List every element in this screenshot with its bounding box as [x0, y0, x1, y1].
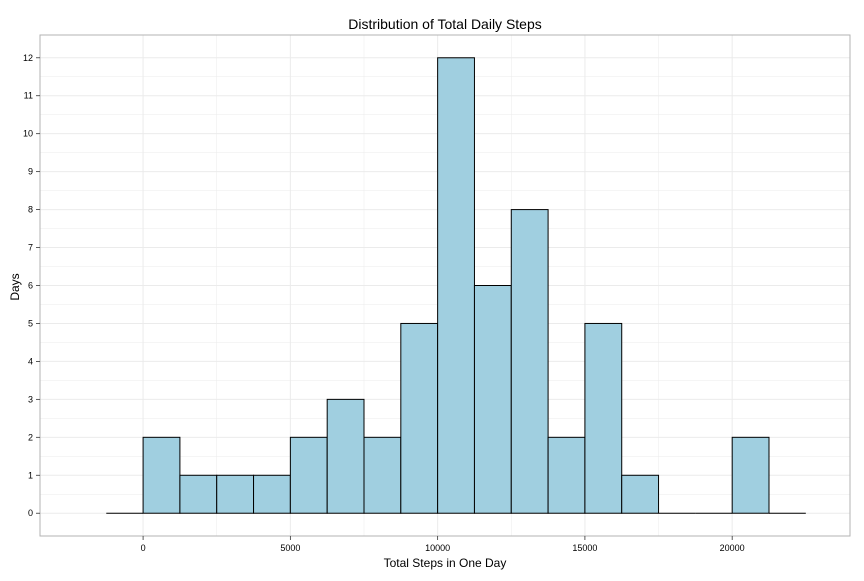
histogram-bar — [547, 436, 586, 514]
y-tick-label: 6 — [28, 281, 33, 291]
histogram-bar — [142, 436, 181, 514]
x-tick-label: 15000 — [572, 543, 597, 553]
x-tick-label: 10000 — [425, 543, 450, 553]
histogram-bar — [400, 322, 439, 514]
x-tick-label: 20000 — [720, 543, 745, 553]
x-tick-label: 5000 — [280, 543, 300, 553]
y-tick-label: 5 — [28, 318, 33, 328]
x-axis-title: Total Steps in One Day — [384, 556, 507, 570]
histogram-bar — [363, 436, 402, 514]
histogram-bar — [731, 436, 770, 514]
histogram-bar — [621, 474, 660, 514]
y-tick-label: 12 — [23, 53, 33, 63]
histogram-bar — [473, 285, 512, 514]
x-axis: 0 5000 10000 15000 20000 — [141, 536, 745, 553]
histogram-bar — [326, 398, 365, 514]
bars-layer — [106, 57, 806, 514]
histogram-bar — [253, 474, 291, 514]
histogram-bar — [584, 322, 623, 514]
histogram-bar — [437, 57, 475, 514]
y-tick-label: 0 — [28, 508, 33, 518]
histogram-bar — [216, 474, 255, 514]
y-tick-label: 10 — [23, 129, 33, 139]
histogram-bar — [179, 474, 218, 514]
x-tick-label: 0 — [141, 543, 146, 553]
y-tick-label: 1 — [28, 470, 33, 480]
y-tick-label: 2 — [28, 432, 33, 442]
histogram-bar — [289, 436, 328, 514]
y-tick-label: 7 — [28, 243, 33, 253]
y-tick-label: 9 — [28, 167, 33, 177]
y-tick-label: 4 — [28, 356, 33, 366]
y-axis-title: Days — [8, 273, 22, 300]
y-tick-label: 8 — [28, 205, 33, 215]
y-tick-label: 3 — [28, 394, 33, 404]
histogram-bar — [510, 209, 549, 514]
chart-title: Distribution of Total Daily Steps — [348, 16, 542, 32]
y-tick-label: 11 — [24, 91, 33, 101]
